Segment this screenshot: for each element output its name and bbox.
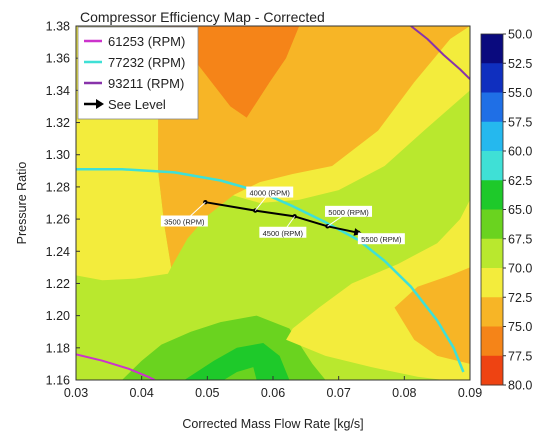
y-tick-label: 1.24 <box>46 245 70 259</box>
colorbar-label: 77.5 <box>508 349 532 363</box>
series-line-0 <box>76 353 156 380</box>
series-line-1 <box>76 167 465 373</box>
y-tick-label: 1.36 <box>46 52 70 66</box>
colorbar-band <box>481 180 503 210</box>
colorbar-band <box>481 297 503 327</box>
y-tick-label: 1.30 <box>46 148 70 162</box>
colorbar-band <box>481 63 503 93</box>
y-tick-label: 1.26 <box>46 213 70 227</box>
efficiency-region-75-0 <box>167 26 300 118</box>
colorbar-band <box>481 238 503 269</box>
colorbar-label: 70.0 <box>508 262 532 276</box>
annotation-box <box>246 186 294 198</box>
colorbar-band <box>481 355 503 386</box>
annotation-label: 5500 (RPM) <box>361 235 402 244</box>
series-line-2 <box>410 26 470 80</box>
colorbar-label: 57.5 <box>508 115 532 129</box>
legend-label: 77232 (RPM) <box>108 55 185 70</box>
annotation-box <box>325 205 373 217</box>
y-axis-label: Pressure Ratio <box>15 162 29 245</box>
colorbar-label: 80.0 <box>508 379 532 393</box>
y-tick-label: 1.34 <box>46 84 70 98</box>
x-tick-label: 0.06 <box>261 386 285 400</box>
annotation-label: 4000 (RPM) <box>249 189 290 198</box>
legend-label: 61253 (RPM) <box>108 34 185 49</box>
colorbar-label: 52.5 <box>508 57 532 71</box>
efficiency-region-72-5 <box>158 26 470 268</box>
colorbar-label: 50.0 <box>508 28 532 42</box>
x-axis-label: Corrected Mass Flow Rate [kg/s] <box>182 417 363 431</box>
colorbar-label: 62.5 <box>508 174 532 188</box>
y-tick-label: 1.20 <box>46 309 70 323</box>
annotation-box <box>357 233 405 245</box>
colorbar-band <box>481 34 503 64</box>
x-tick-label: 0.09 <box>458 386 482 400</box>
y-tick-label: 1.16 <box>46 374 70 388</box>
annotation-label: 5000 (RPM) <box>328 208 369 217</box>
y-tick-label: 1.18 <box>46 341 70 355</box>
colorbar-band <box>481 326 503 357</box>
y-tick-label: 1.32 <box>46 116 70 130</box>
colorbar-band <box>481 121 503 152</box>
y-tick-label: 1.28 <box>46 180 70 194</box>
colorbar-band <box>481 151 503 181</box>
colorbar-label: 72.5 <box>508 291 532 305</box>
colorbar-label: 67.5 <box>508 232 532 246</box>
x-tick-label: 0.03 <box>64 386 88 400</box>
x-tick-label: 0.05 <box>195 386 219 400</box>
legend: 61253 (RPM) 77232 (RPM) 93211 (RPM) See Lev… <box>77 26 199 120</box>
annotation-box <box>160 215 208 227</box>
chart-title: Compressor Efficiency Map - Corrected <box>80 9 325 25</box>
y-tick-label: 1.22 <box>46 277 70 291</box>
x-tick-label: 0.04 <box>129 386 153 400</box>
legend-label: See Level <box>108 97 166 112</box>
annotation-box <box>259 226 307 238</box>
legend-arrow-icon <box>96 99 104 109</box>
x-tick-label: 0.07 <box>326 386 350 400</box>
colorbar-band <box>481 209 503 240</box>
colorbar-label: 65.0 <box>508 203 532 217</box>
colorbar-label: 55.0 <box>508 86 532 100</box>
annotation-label: 4500 (RPM) <box>263 229 304 238</box>
x-tick-label: 0.08 <box>392 386 416 400</box>
colorbar-band <box>481 268 503 298</box>
y-tick-label: 1.38 <box>46 20 70 34</box>
legend-label: 93211 (RPM) <box>108 76 184 91</box>
colorbar: 50.0 52.5 55.0 57.5 60.0 62.5 65.0 67.5 70.0 72.5… <box>480 28 532 393</box>
colorbar-label: 75.0 <box>508 320 532 334</box>
colorbar-band <box>481 92 503 123</box>
annotation-label: 3500 (RPM) <box>164 218 205 227</box>
colorbar-label: 60.0 <box>508 145 532 159</box>
